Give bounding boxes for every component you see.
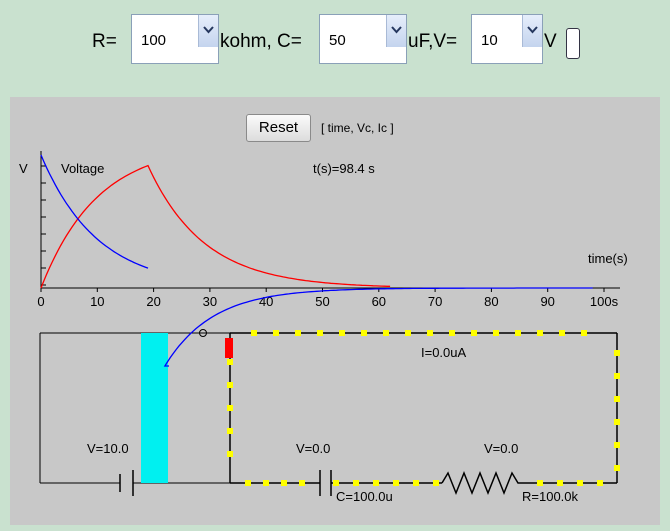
current-dot — [333, 480, 339, 486]
reset-button[interactable]: Reset — [246, 114, 311, 142]
capacitor-symbol — [319, 470, 332, 496]
v-unit-label: V — [544, 31, 557, 52]
current-dot — [245, 480, 251, 486]
current-dot — [614, 373, 620, 379]
chevron-down-icon[interactable] — [522, 15, 542, 47]
current-dot — [383, 330, 389, 336]
x-tick-label: 20 — [146, 294, 160, 309]
current-dot — [557, 480, 563, 486]
r-unit-c-label: kohm, C= — [220, 31, 302, 52]
current-dot — [353, 480, 359, 486]
current-dot — [597, 480, 603, 486]
current-dot — [263, 480, 269, 486]
current-dot — [361, 330, 367, 336]
x-tick-label: 30 — [203, 294, 217, 309]
capacitance-value: 50 — [329, 32, 346, 49]
current-dot — [373, 480, 379, 486]
capacitance-select[interactable]: 50 — [319, 14, 407, 64]
current-dot — [251, 330, 257, 336]
battery-voltage: V=10.0 — [87, 441, 129, 456]
x-tick-labels: 0 10 20 30 40 50 60 70 80 90 100s — [37, 288, 619, 309]
x-axis-label: time(s) — [588, 251, 628, 266]
current-dot — [227, 451, 233, 457]
y-axis-label: V — [19, 161, 28, 176]
capacitor-charge-bar — [141, 333, 168, 483]
current-dot — [339, 330, 345, 336]
simulation-panel — [10, 97, 660, 525]
x-tick-label: 60 — [372, 294, 386, 309]
current-dot — [227, 405, 233, 411]
x-tick-label: 0 — [37, 294, 44, 309]
current-dot — [405, 330, 411, 336]
series-label: Voltage — [61, 161, 105, 176]
resistance-select[interactable]: 100 — [131, 14, 219, 64]
chevron-down-icon[interactable] — [386, 15, 406, 47]
current-dot — [614, 396, 620, 402]
capacitance-label: C=100.0u — [336, 489, 393, 504]
voltage-value: 10 — [481, 32, 498, 49]
switch-pivot — [199, 329, 207, 337]
current-dot — [559, 330, 565, 336]
current-dot — [317, 330, 323, 336]
current-curve — [40, 154, 593, 367]
controls-bar: R= 100 kohm, C= 50 uF,V= 10 V — [0, 0, 670, 96]
resistor-voltage: V=0.0 — [484, 441, 519, 456]
x-tick-label: 70 — [428, 294, 442, 309]
x-tick-label: 50 — [315, 294, 329, 309]
current-dot — [413, 480, 419, 486]
current-dot — [295, 330, 301, 336]
current-dot — [471, 330, 477, 336]
battery-symbol — [119, 470, 134, 496]
current-dot — [273, 330, 279, 336]
capacitor-voltage: V=0.0 — [296, 441, 331, 456]
current-dot — [227, 382, 233, 388]
current-flow-dots — [227, 330, 620, 486]
readout-format: [ time, Vc, Ic ] — [321, 121, 394, 135]
current-readout: I=0.0uA — [421, 345, 467, 360]
voltage-select[interactable]: 10 — [471, 14, 543, 64]
current-dot — [299, 480, 305, 486]
current-dot — [614, 442, 620, 448]
resistance-value: 100 — [141, 32, 167, 49]
option-checkbox[interactable] — [566, 28, 580, 59]
current-dot — [577, 480, 583, 486]
current-dot — [614, 465, 620, 471]
current-dot — [614, 419, 620, 425]
current-dot — [493, 330, 499, 336]
plot-axes — [40, 151, 620, 289]
current-dot — [537, 480, 543, 486]
current-dot — [537, 330, 543, 336]
current-dot — [515, 330, 521, 336]
resistance-label: R=100.0k — [522, 489, 579, 504]
r-label: R= — [92, 31, 117, 52]
circuit-wires — [39, 332, 618, 484]
current-dot — [227, 428, 233, 434]
voltage-curve — [40, 164, 391, 289]
current-dot — [581, 330, 587, 336]
switch-contact — [225, 338, 233, 358]
current-dot — [614, 350, 620, 356]
current-dot — [433, 480, 439, 486]
x-tick-label: 90 — [540, 294, 554, 309]
c-unit-v-label: uF,V= — [408, 31, 458, 52]
x-tick-label: 100s — [590, 294, 619, 309]
current-dot — [393, 480, 399, 486]
current-dot — [227, 359, 233, 365]
resistor-symbol — [441, 470, 522, 496]
current-dot — [427, 330, 433, 336]
x-tick-label: 80 — [484, 294, 498, 309]
x-tick-label: 10 — [90, 294, 104, 309]
current-dot — [449, 330, 455, 336]
chevron-down-icon[interactable] — [198, 15, 218, 47]
current-dot — [281, 480, 287, 486]
time-readout: t(s)=98.4 s — [313, 161, 375, 176]
